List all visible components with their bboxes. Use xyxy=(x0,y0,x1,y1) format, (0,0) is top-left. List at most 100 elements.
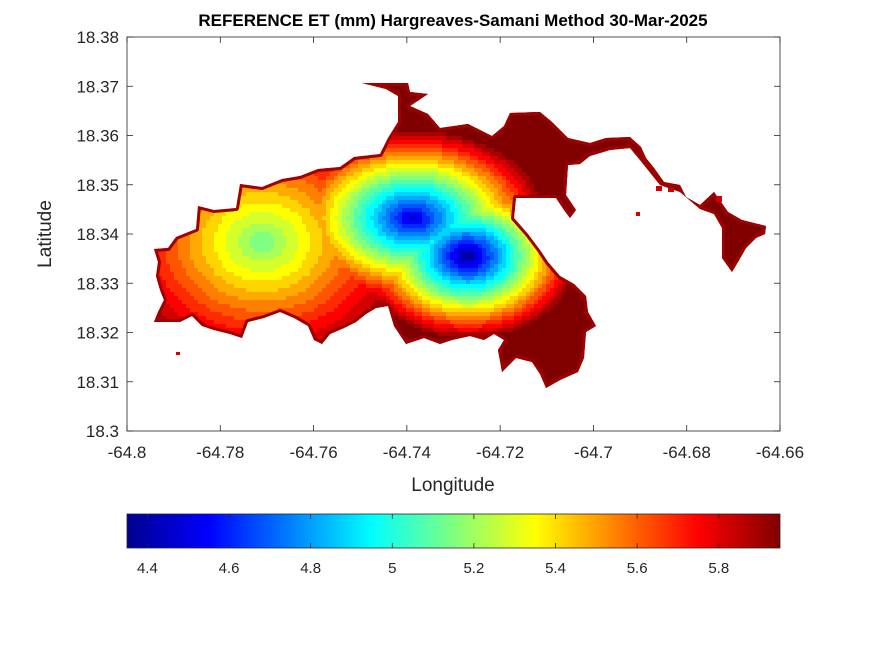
et-cell xyxy=(254,192,259,197)
et-cell xyxy=(614,140,619,145)
et-cell xyxy=(466,180,471,185)
et-cell xyxy=(558,168,563,173)
et-cell xyxy=(302,196,307,201)
et-cell xyxy=(462,164,467,169)
et-cell xyxy=(350,196,355,201)
et-cell xyxy=(390,156,395,161)
et-cell xyxy=(510,184,515,189)
et-cell xyxy=(534,128,539,133)
et-cell xyxy=(278,204,283,209)
et-cell xyxy=(414,184,419,189)
et-cell xyxy=(402,164,407,169)
et-cell xyxy=(486,152,491,157)
et-cell xyxy=(370,192,375,197)
et-cell xyxy=(494,152,499,157)
et-cell xyxy=(330,176,335,181)
et-cell xyxy=(406,116,411,121)
et-cell xyxy=(274,204,279,209)
et-cell xyxy=(414,128,419,133)
et-cell xyxy=(474,164,479,169)
et-cell xyxy=(454,204,459,209)
et-cell xyxy=(342,184,347,189)
et-cell xyxy=(382,160,387,165)
et-cell xyxy=(546,144,551,149)
et-cell xyxy=(526,164,531,169)
et-cell xyxy=(374,168,379,173)
et-cell xyxy=(498,188,503,193)
et-cell xyxy=(506,152,511,157)
et-cell xyxy=(362,196,367,201)
et-cell xyxy=(470,160,475,165)
et-cell xyxy=(290,184,295,189)
et-cell xyxy=(398,192,403,197)
et-cell xyxy=(474,192,479,197)
et-cell xyxy=(518,180,523,185)
et-cell xyxy=(350,164,355,169)
et-cell xyxy=(346,188,351,193)
et-cell xyxy=(418,184,423,189)
et-cell xyxy=(470,128,475,133)
et-cell xyxy=(526,136,531,141)
et-cell xyxy=(318,180,323,185)
et-cell xyxy=(538,160,543,165)
et-cell xyxy=(546,136,551,141)
et-cell xyxy=(522,144,527,149)
et-cell xyxy=(466,164,471,169)
et-cell xyxy=(390,144,395,149)
et-cell xyxy=(266,196,271,201)
et-cell xyxy=(382,152,387,157)
et-cell xyxy=(538,116,543,121)
et-cell xyxy=(406,128,411,133)
et-cell xyxy=(546,184,551,189)
et-cell xyxy=(358,160,363,165)
et-cell xyxy=(394,176,399,181)
et-cell xyxy=(534,160,539,165)
et-cell xyxy=(402,96,407,101)
et-cell xyxy=(542,132,547,137)
et-cell xyxy=(410,196,415,201)
et-cell xyxy=(378,156,383,161)
et-cell xyxy=(506,200,511,205)
et-cell xyxy=(314,204,319,209)
et-cell xyxy=(494,184,499,189)
et-cell xyxy=(246,208,251,213)
et-cell xyxy=(482,144,487,149)
et-cell xyxy=(514,164,519,169)
et-cell xyxy=(322,192,327,197)
et-cell xyxy=(558,188,563,193)
et-cell xyxy=(514,184,519,189)
et-cell xyxy=(510,156,515,161)
et-cell xyxy=(422,136,427,141)
et-cell xyxy=(446,156,451,161)
et-cell xyxy=(294,196,299,201)
et-cell xyxy=(410,204,415,209)
et-cell xyxy=(510,128,515,133)
et-cell xyxy=(358,184,363,189)
et-cell xyxy=(406,124,411,129)
et-cell xyxy=(554,184,559,189)
et-cell xyxy=(274,208,279,213)
et-cell xyxy=(438,144,443,149)
et-cell xyxy=(466,156,471,161)
et-cell xyxy=(418,152,423,157)
et-cell xyxy=(378,188,383,193)
et-cell xyxy=(358,164,363,169)
et-cell xyxy=(518,168,523,173)
et-cell xyxy=(470,136,475,141)
et-cell xyxy=(418,132,423,137)
et-cell xyxy=(466,160,471,165)
et-cell xyxy=(374,184,379,189)
et-cell xyxy=(470,172,475,177)
et-cell xyxy=(446,200,451,205)
et-cell xyxy=(486,180,491,185)
et-cell xyxy=(410,180,415,185)
et-cell xyxy=(414,136,419,141)
et-cell xyxy=(510,192,515,197)
et-cell xyxy=(334,188,339,193)
et-cell xyxy=(374,188,379,193)
et-cell xyxy=(546,132,551,137)
et-cell xyxy=(534,124,539,129)
et-cell xyxy=(494,144,499,149)
et-cell xyxy=(582,148,587,153)
et-cell xyxy=(314,176,319,181)
